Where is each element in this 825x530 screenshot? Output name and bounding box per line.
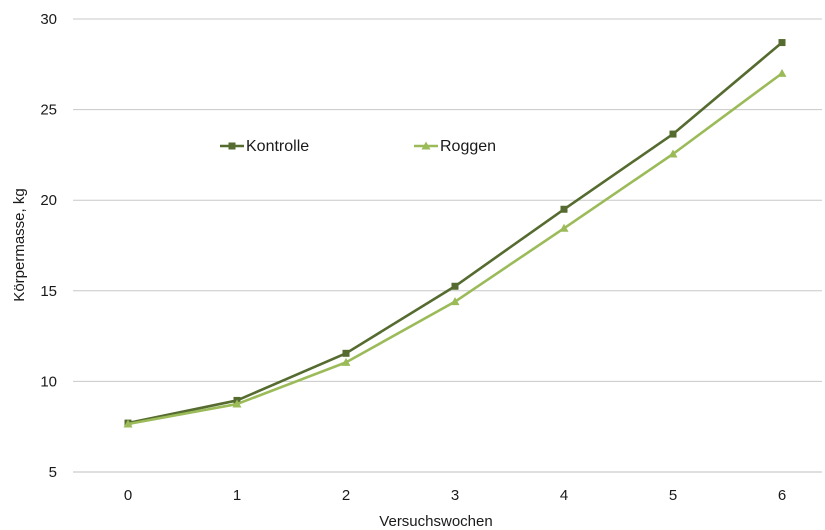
y-axis-ticks: 5 10 15 20 25 30: [40, 11, 57, 481]
data-point-roggen: [123, 419, 133, 428]
data-point-kontrolle: [451, 282, 459, 290]
data-point-roggen: [450, 297, 460, 306]
series-line-kontrolle: [127, 41, 783, 425]
series-group: [123, 39, 787, 428]
y-tick-label: 25: [40, 102, 57, 119]
y-tick-label: 15: [40, 283, 57, 300]
x-axis-ticks: 0 1 2 3 4 5 6: [124, 487, 786, 504]
y-tick-label: 30: [40, 11, 57, 28]
data-point-roggen: [777, 68, 787, 77]
data-point-kontrolle: [560, 205, 568, 213]
y-tick-label: 10: [40, 373, 57, 390]
data-point-kontrolle: [778, 39, 786, 47]
data-point-kontrolle: [669, 130, 677, 138]
y-axis-title: Körpermasse, kg: [11, 188, 28, 301]
y-tick-label: 20: [40, 192, 57, 209]
x-tick-label: 2: [342, 487, 350, 504]
data-point-roggen: [668, 149, 678, 158]
x-tick-label: 0: [124, 487, 132, 504]
x-axis-title: Versuchswochen: [379, 513, 492, 530]
x-tick-label: 3: [451, 487, 459, 504]
x-tick-label: 5: [669, 487, 677, 504]
data-point-roggen: [559, 223, 569, 232]
legend-marker-roggen: [421, 141, 431, 150]
x-tick-label: 1: [233, 487, 241, 504]
data-point-kontrolle: [342, 349, 350, 357]
gridlines: [73, 18, 822, 473]
legend-marker-kontrolle: [228, 142, 236, 150]
x-tick-label: 4: [560, 487, 568, 504]
data-point-roggen: [232, 399, 242, 408]
y-tick-label: 5: [49, 464, 57, 481]
legend-label-roggen: Roggen: [440, 138, 496, 155]
legend: Kontrolle Roggen: [220, 138, 496, 155]
x-tick-label: 6: [778, 487, 786, 504]
legend-label-kontrolle: Kontrolle: [246, 138, 309, 155]
data-point-roggen: [341, 357, 351, 366]
